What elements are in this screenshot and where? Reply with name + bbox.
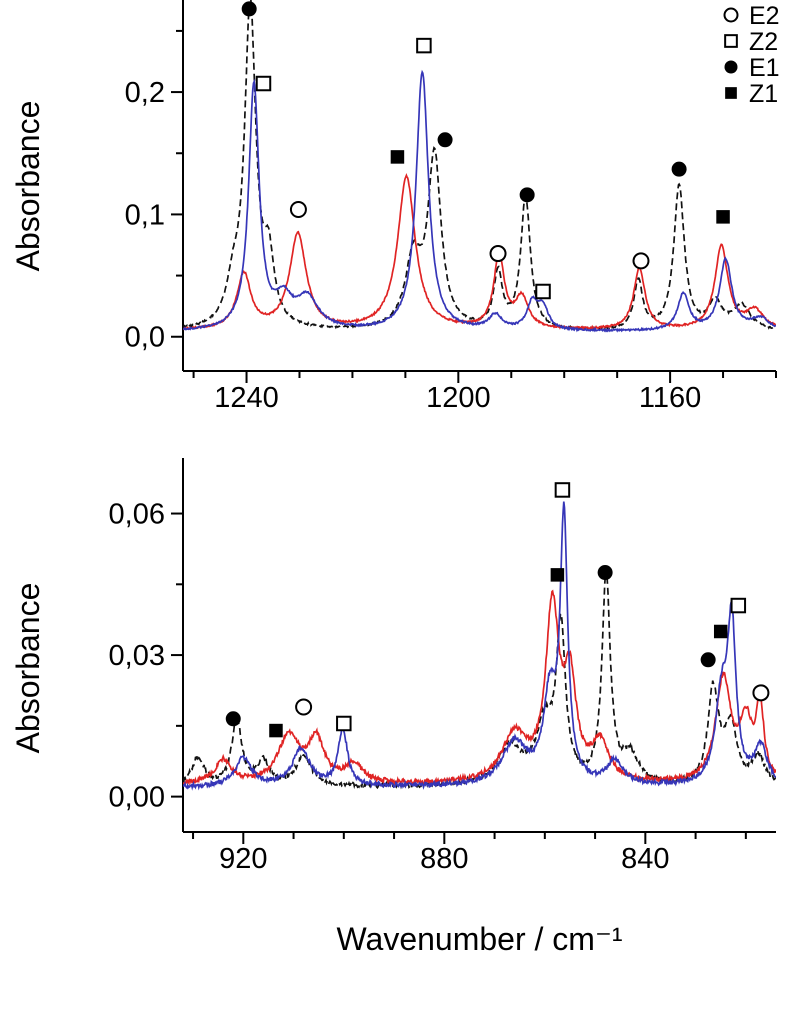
- peak-circle-filled: [671, 161, 687, 177]
- peak-circle-open: [489, 245, 507, 263]
- peak-square-filled: [713, 624, 728, 639]
- peak-circle-open: [295, 698, 313, 716]
- peak-square-open: [255, 75, 272, 92]
- peak-circle-open: [632, 252, 650, 270]
- y-tick-label: 0,0: [125, 322, 165, 354]
- peak-circle-open: [752, 684, 770, 702]
- peak-circle-filled: [700, 652, 716, 668]
- peak-square-open: [336, 715, 352, 732]
- axes: [171, 0, 777, 383]
- peak-square-open: [554, 482, 571, 498]
- peak-square-filled: [269, 723, 283, 738]
- peak-square-open: [416, 37, 432, 54]
- legend-marker-Z2: [724, 34, 738, 48]
- peak-square-open: [730, 597, 747, 614]
- axes: [171, 458, 776, 844]
- legend-marker-Z1: [725, 87, 737, 99]
- spectrum-blue-trace: [183, 501, 776, 791]
- legend-marker-E2: [723, 7, 739, 23]
- y-tick-label: 0,03: [109, 640, 165, 672]
- x-tick-label: 1160: [639, 382, 701, 414]
- y-tick-label: 0,1: [125, 199, 165, 231]
- x-tick-label: 880: [420, 843, 468, 875]
- x-axis-title: Wavenumber / cm⁻¹: [336, 921, 623, 957]
- peak-markers: [225, 482, 770, 738]
- legend-marker-E1: [724, 60, 738, 74]
- peak-circle-filled: [225, 711, 241, 727]
- y-tick-label: 0,06: [109, 499, 165, 531]
- spectrum-black-trace: [183, 569, 776, 790]
- peak-square-filled: [550, 568, 565, 582]
- peak-square-filled: [390, 150, 405, 164]
- legend-label-Z1: Z1: [749, 80, 778, 108]
- spectrum-red-trace: [183, 589, 776, 787]
- legend-label-E1: E1: [749, 54, 780, 82]
- peak-circle-filled: [597, 565, 613, 581]
- bottom-spectrum-chart: 920 880 840 0,00 0,03 0,06: [109, 458, 776, 875]
- spectrum-blue-trace: [183, 69, 776, 333]
- tick-labels: 920 880 840 0,00 0,03 0,06: [109, 499, 670, 875]
- y-tick-label: 0,00: [109, 782, 165, 814]
- tick-labels: 1240 1200 1160 0,0 0,1 0,2: [125, 77, 702, 414]
- peak-circle-filled: [241, 1, 257, 17]
- legend-label-Z2: Z2: [749, 28, 778, 56]
- x-tick-label: 1200: [426, 382, 491, 414]
- peak-markers: [241, 1, 730, 300]
- peak-circle-filled: [437, 132, 453, 148]
- y-tick-label: 0,2: [125, 77, 165, 109]
- peak-circle-filled: [519, 187, 535, 203]
- spectrum-black-trace: [183, 0, 776, 332]
- legend-label-E2: E2: [749, 2, 780, 30]
- x-tick-label: 920: [219, 843, 267, 875]
- x-tick-label: 1240: [214, 382, 279, 414]
- x-tick-label: 840: [621, 843, 669, 875]
- spectrum-red-trace: [183, 173, 776, 331]
- peak-circle-open: [289, 201, 307, 219]
- peak-square-open: [535, 283, 551, 300]
- peak-square-filled: [716, 210, 730, 224]
